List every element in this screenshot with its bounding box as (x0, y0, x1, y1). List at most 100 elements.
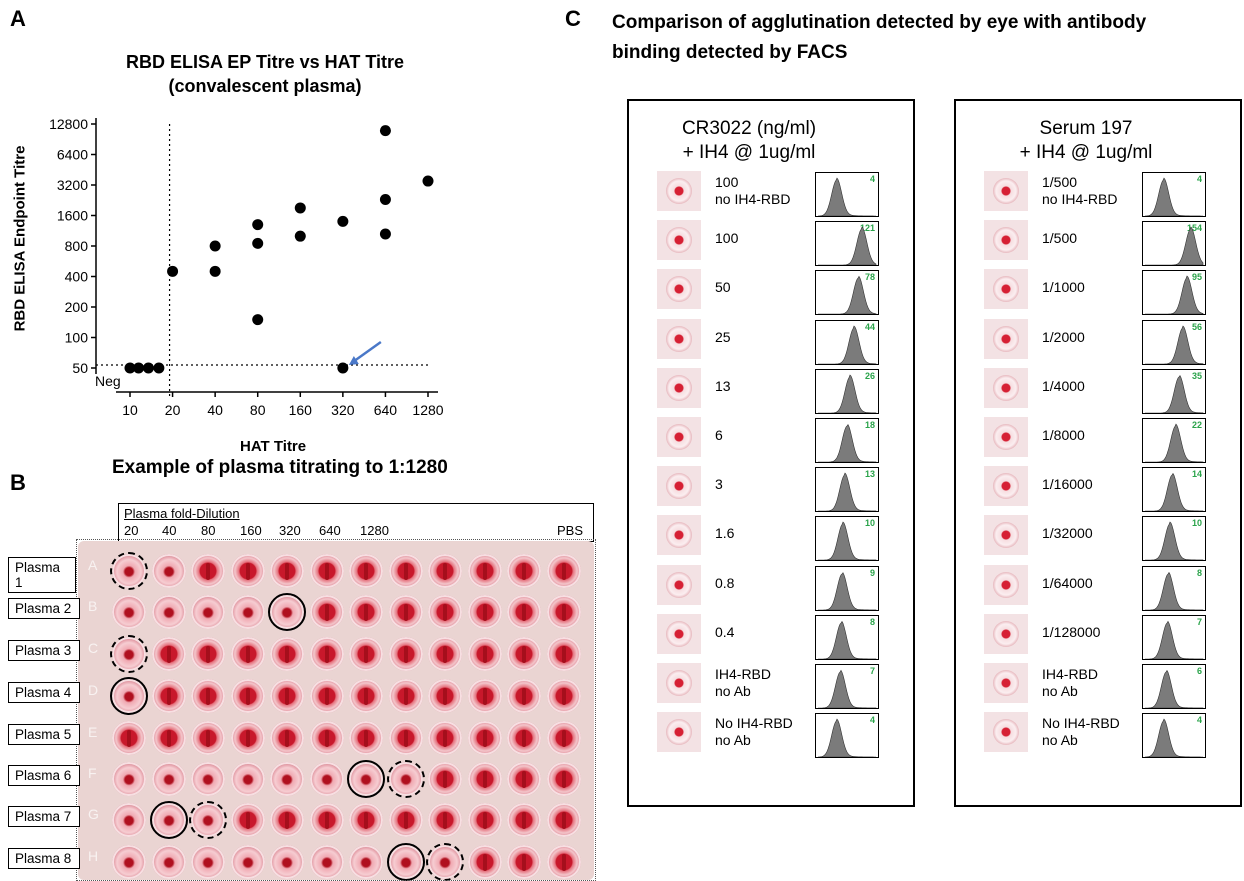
plate-well (467, 554, 502, 588)
scatter-point (142, 362, 154, 374)
dilution-row-label: 50 (715, 279, 731, 296)
row-label-line1: 1/1000 (1042, 279, 1085, 296)
plate-well (428, 595, 462, 629)
facs-histogram: 6 (1142, 664, 1206, 709)
facs-histogram: 4 (1142, 713, 1206, 759)
well-dot (666, 473, 692, 500)
plate-well (151, 762, 186, 796)
highlight-circle (268, 593, 306, 631)
plate-well (112, 803, 146, 837)
plate-well (388, 803, 423, 837)
histogram-curve (1145, 571, 1204, 610)
y-tick-label: 6400 (57, 147, 88, 163)
agglutination-well-image (984, 367, 1028, 408)
dilution-row-label: 100 no IH4-RBD (715, 174, 790, 208)
facs-histogram: 8 (815, 614, 879, 660)
dilution-row-label: 1/4000 (1042, 378, 1085, 395)
plate-well (428, 721, 462, 755)
histogram-curve (818, 521, 877, 561)
plate-well (507, 762, 541, 796)
dilution-row-label: 0.4 (715, 624, 734, 641)
facs-histogram: 14 (1142, 467, 1206, 513)
panel-a-title-line2: (convalescent plasma) (168, 76, 362, 96)
mfi-value: 78 (864, 272, 875, 283)
scatter-point (337, 215, 349, 227)
histogram-curve (1145, 325, 1204, 364)
plate-well (191, 595, 225, 629)
agglutination-well-image (984, 564, 1028, 605)
dilution-row-label: 1/128000 (1042, 624, 1100, 641)
scatter-point (379, 194, 391, 206)
histogram-fill (1145, 521, 1204, 561)
well-dot (666, 670, 692, 696)
scatter-ticks: 50 100 200 400 800 1600 3200 6400 12800 10 20 40 80 1… (49, 116, 444, 418)
highlight-circle (110, 552, 148, 590)
scatter-point (379, 228, 391, 240)
plate-frame (76, 539, 596, 881)
x-tick-label: 160 (289, 402, 313, 418)
plate-well (309, 679, 344, 713)
mfi-value: 14 (1191, 469, 1202, 480)
histogram-fill (1145, 620, 1204, 659)
annotation-arrow-head (348, 356, 359, 365)
x-axis-title: HAT Titre (240, 438, 307, 455)
highlight-circle (149, 801, 188, 839)
panel-c-letter: C (565, 6, 581, 31)
facs-histogram: 10 (815, 516, 879, 562)
annotation-arrow-shaft (352, 340, 382, 364)
scatter-point (294, 202, 306, 214)
plate-well (467, 762, 502, 796)
well-dot (666, 620, 692, 647)
plate-well (546, 595, 581, 629)
histogram-fill (1145, 275, 1204, 315)
row-label-line1: 100 (715, 174, 739, 190)
plate-row-letter: D (88, 682, 99, 698)
dilution-row-label: IH4-RBD no Ab (715, 666, 771, 700)
agglutination-well-image (984, 220, 1028, 261)
agglutination-well-image (657, 367, 701, 408)
facs-histogram: 154 (1142, 221, 1206, 267)
agglutination-well-image (984, 171, 1028, 211)
plate-well (112, 845, 146, 879)
y-tick-label: 400 (65, 269, 89, 285)
histogram-fill (1145, 571, 1204, 610)
plate-well (546, 679, 581, 713)
panel-c-title-line2: binding detected by FACS (612, 42, 848, 63)
plate-well (546, 803, 581, 837)
dilution-row-label: 3 (715, 476, 723, 493)
facs-histogram: 22 (1142, 418, 1206, 463)
dilution-row-label: 13 (715, 378, 731, 395)
agglutination-well-image (657, 712, 701, 753)
histogram-curve (818, 620, 877, 659)
highlight-circle (347, 760, 385, 798)
plate-well (546, 762, 581, 796)
well-dot (666, 719, 692, 746)
histogram-fill (818, 325, 877, 364)
row-label-line1: 50 (715, 279, 731, 296)
plate-well (309, 637, 344, 671)
histogram-curve (1145, 423, 1204, 462)
histogram-fill (818, 620, 877, 659)
y-tick-label: 50 (72, 360, 88, 376)
plate-well (546, 721, 581, 755)
dilution-row-label: 1/2000 (1042, 329, 1085, 346)
facs-histogram: 4 (815, 172, 879, 217)
plate-well (349, 595, 383, 629)
histogram-curve (1145, 374, 1204, 413)
plate-well (388, 637, 423, 671)
well-dot (993, 522, 1019, 549)
scatter-point (153, 362, 165, 374)
mfi-value: 4 (869, 174, 875, 184)
x-tick-label: 640 (374, 402, 398, 418)
well-dot (993, 670, 1019, 696)
dilution-label: 40 (162, 523, 177, 538)
panel-c-title: Comparison of agglutination detected by … (612, 8, 1146, 68)
serum197-header-line1: Serum 197 (1039, 118, 1133, 139)
plate-well (507, 845, 541, 879)
plate-well (388, 554, 423, 588)
facs-histogram: 10 (1142, 516, 1206, 562)
mfi-value: 6 (1196, 666, 1202, 676)
highlight-circle (189, 801, 227, 839)
mfi-value: 4 (869, 715, 875, 726)
mfi-value: 7 (1196, 616, 1202, 627)
